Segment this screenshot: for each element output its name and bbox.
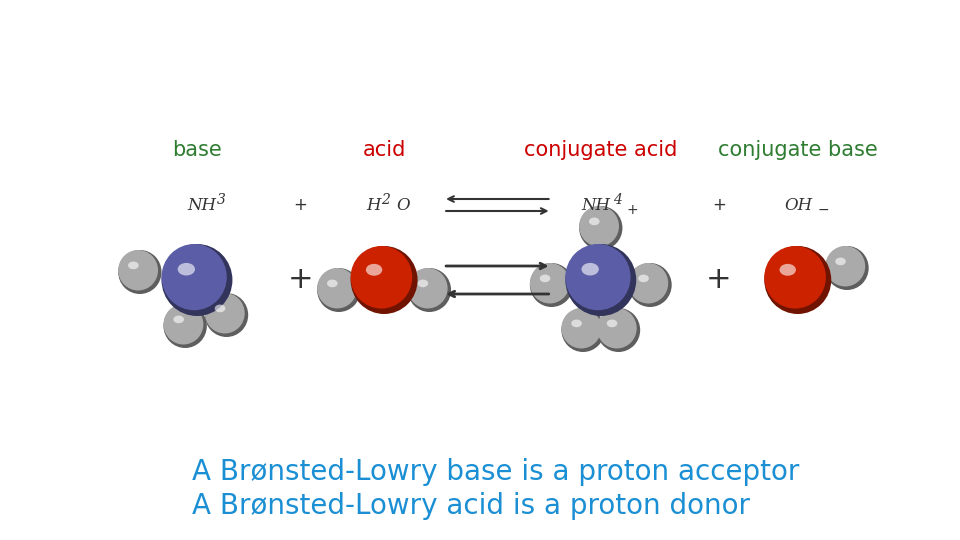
Text: A Brønsted-Lowry base is a proton acceptor: A Brønsted-Lowry base is a proton accept… <box>192 458 800 486</box>
Circle shape <box>408 268 451 312</box>
Ellipse shape <box>215 305 226 312</box>
Ellipse shape <box>174 315 184 323</box>
Ellipse shape <box>589 218 600 225</box>
Circle shape <box>597 308 636 348</box>
Ellipse shape <box>571 320 582 327</box>
Text: conjugate acid: conjugate acid <box>524 140 678 160</box>
Text: NH: NH <box>187 197 216 213</box>
Text: H: H <box>367 197 381 213</box>
Text: +: + <box>294 196 307 214</box>
Circle shape <box>826 246 869 290</box>
Ellipse shape <box>128 261 138 269</box>
Text: 4: 4 <box>612 193 621 207</box>
Circle shape <box>118 250 158 291</box>
Circle shape <box>204 293 249 337</box>
Ellipse shape <box>638 274 649 282</box>
Circle shape <box>317 268 357 308</box>
Text: OH: OH <box>784 197 812 213</box>
Text: acid: acid <box>363 140 406 160</box>
Circle shape <box>161 244 227 310</box>
Circle shape <box>565 244 636 316</box>
Circle shape <box>163 304 206 348</box>
Text: base: base <box>172 140 222 160</box>
Circle shape <box>629 263 672 307</box>
Circle shape <box>629 263 668 303</box>
Circle shape <box>597 308 640 352</box>
Text: O: O <box>396 197 410 213</box>
Text: 2: 2 <box>381 193 390 207</box>
Circle shape <box>204 293 245 334</box>
Circle shape <box>562 308 601 348</box>
Ellipse shape <box>582 263 599 275</box>
Text: 3: 3 <box>217 193 226 207</box>
Circle shape <box>317 268 360 312</box>
Circle shape <box>579 206 622 250</box>
Circle shape <box>118 250 161 294</box>
Ellipse shape <box>366 264 382 276</box>
Circle shape <box>764 246 826 308</box>
Circle shape <box>764 246 831 314</box>
Text: +: + <box>288 266 313 294</box>
Circle shape <box>530 263 573 307</box>
Ellipse shape <box>327 280 338 287</box>
Circle shape <box>163 304 204 345</box>
Circle shape <box>350 246 412 308</box>
Ellipse shape <box>780 264 796 276</box>
Circle shape <box>565 244 631 310</box>
Circle shape <box>826 246 865 287</box>
Ellipse shape <box>178 263 195 275</box>
Text: −: − <box>818 203 829 217</box>
Ellipse shape <box>835 258 846 265</box>
Text: +: + <box>626 203 638 217</box>
Text: +: + <box>707 266 732 294</box>
Text: +: + <box>712 196 726 214</box>
Circle shape <box>350 246 418 314</box>
Text: conjugate base: conjugate base <box>718 140 877 160</box>
Circle shape <box>579 206 619 246</box>
Circle shape <box>530 263 569 303</box>
Text: A Brønsted-Lowry acid is a proton donor: A Brønsted-Lowry acid is a proton donor <box>192 492 750 520</box>
Ellipse shape <box>418 280 428 287</box>
Ellipse shape <box>607 320 617 327</box>
Circle shape <box>161 244 232 316</box>
Ellipse shape <box>540 274 550 282</box>
Circle shape <box>562 308 605 352</box>
Text: NH: NH <box>581 197 611 213</box>
Circle shape <box>408 268 447 308</box>
